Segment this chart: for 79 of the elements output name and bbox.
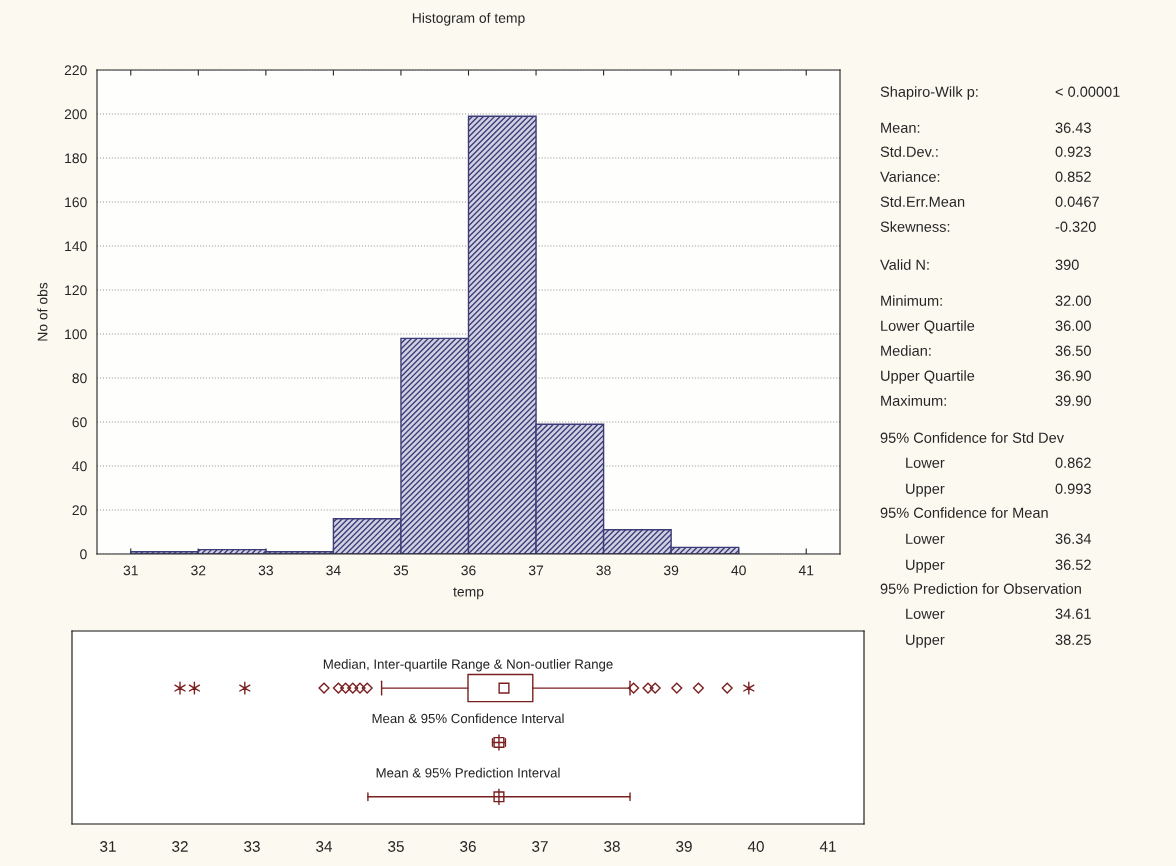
text: 0.923 bbox=[1055, 146, 1091, 157]
text: 0.862 bbox=[1055, 457, 1091, 468]
text: 95% Confidence for Std Dev bbox=[880, 432, 1064, 443]
text: 95% Confidence for Mean bbox=[880, 507, 1048, 518]
text: Lower bbox=[906, 533, 945, 544]
y-tick-label: 80 bbox=[72, 373, 87, 384]
x-tick-label: 34 bbox=[326, 565, 341, 576]
x-tick-label: 38 bbox=[596, 565, 611, 576]
text: Valid N: bbox=[880, 259, 929, 270]
x-tick-label: 32 bbox=[191, 565, 206, 576]
y-tick-label: 60 bbox=[72, 417, 87, 428]
text: Variance: bbox=[880, 171, 940, 182]
text: 0.993 bbox=[1055, 483, 1091, 494]
text: 390 bbox=[1055, 259, 1079, 270]
y-tick-label: 140 bbox=[65, 241, 87, 252]
text: Lower bbox=[906, 608, 945, 619]
text: 32.00 bbox=[1055, 295, 1091, 306]
y-tick-label: 120 bbox=[65, 285, 87, 296]
x-tick-label: 39 bbox=[676, 841, 692, 852]
text: 36.43 bbox=[1055, 122, 1091, 133]
text: 0.0467 bbox=[1055, 196, 1099, 207]
y-tick-label: Mean & 95% Confidence Interval bbox=[372, 713, 564, 724]
text: Mean: bbox=[881, 122, 920, 133]
x-tick-label: 35 bbox=[393, 565, 409, 576]
x-tick-label: 32 bbox=[172, 841, 188, 852]
y-tick-label: 180 bbox=[65, 153, 87, 164]
text: Upper Quartile bbox=[881, 370, 975, 384]
text: 36.50 bbox=[1055, 345, 1091, 356]
x-tick-label: 34 bbox=[316, 841, 333, 852]
text: Skewness: bbox=[880, 221, 950, 232]
x-tick-label: 35 bbox=[388, 841, 404, 852]
y-axis-title: No of obs bbox=[37, 282, 48, 341]
y-tick-label: 100 bbox=[65, 329, 87, 340]
x-axis-title: temp bbox=[453, 587, 484, 600]
text: 36.34 bbox=[1055, 533, 1092, 544]
text: Std.Err.Mean bbox=[880, 196, 965, 207]
x-tick-label: 37 bbox=[532, 841, 548, 852]
x-tick-label: 31 bbox=[100, 841, 116, 852]
y-tick-label: 0 bbox=[80, 549, 87, 560]
text: 36.00 bbox=[1055, 320, 1091, 331]
x-tick-label: 41 bbox=[819, 841, 836, 852]
text: Minimum: bbox=[881, 295, 942, 306]
y-tick-label: Median, Inter-quartile Range & Non-outlier Range bbox=[323, 659, 613, 672]
x-tick-label: 37 bbox=[528, 565, 544, 576]
text: 36.90 bbox=[1055, 370, 1091, 381]
text: 38.25 bbox=[1055, 634, 1091, 645]
x-tick-label: 38 bbox=[604, 841, 620, 852]
x-tick-label: 36 bbox=[461, 565, 476, 576]
text: 0.852 bbox=[1055, 171, 1091, 182]
y-tick-label: 20 bbox=[72, 505, 87, 516]
chart-title: Histogram of temp bbox=[412, 12, 525, 26]
x-tick-label: 36 bbox=[460, 841, 476, 852]
text: -0.320 bbox=[1055, 221, 1096, 232]
text: 36.52 bbox=[1055, 559, 1091, 570]
text: Maximum: bbox=[881, 395, 946, 406]
text: Upper bbox=[906, 483, 945, 497]
y-tick-label: Mean & 95% Prediction Interval bbox=[376, 767, 560, 778]
text: Shapiro-Wilk p: bbox=[880, 86, 978, 100]
text: 95% Prediction for Observation bbox=[880, 583, 1081, 594]
text: Upper bbox=[906, 559, 945, 573]
text: Lower Quartile bbox=[881, 320, 975, 334]
x-tick-label: 31 bbox=[123, 565, 138, 576]
text: Median: bbox=[881, 345, 931, 356]
text: < 0.00001 bbox=[1055, 86, 1120, 97]
x-tick-label: 41 bbox=[798, 565, 814, 576]
y-tick-label: 200 bbox=[64, 109, 87, 120]
x-tick-label: 33 bbox=[244, 841, 260, 852]
y-tick-label: 160 bbox=[65, 197, 87, 208]
y-tick-label: 220 bbox=[64, 65, 87, 76]
x-tick-label: 33 bbox=[258, 565, 273, 576]
x-tick-label: 40 bbox=[731, 565, 746, 576]
x-tick-label: 39 bbox=[663, 565, 679, 576]
text: 39.90 bbox=[1055, 395, 1091, 406]
y-tick-label: 40 bbox=[72, 461, 87, 472]
text: Std.Dev.: bbox=[880, 146, 938, 157]
text: Upper bbox=[906, 634, 945, 648]
text: Lower bbox=[906, 457, 945, 468]
text: 34.61 bbox=[1055, 608, 1091, 619]
x-tick-label: 40 bbox=[747, 841, 764, 852]
